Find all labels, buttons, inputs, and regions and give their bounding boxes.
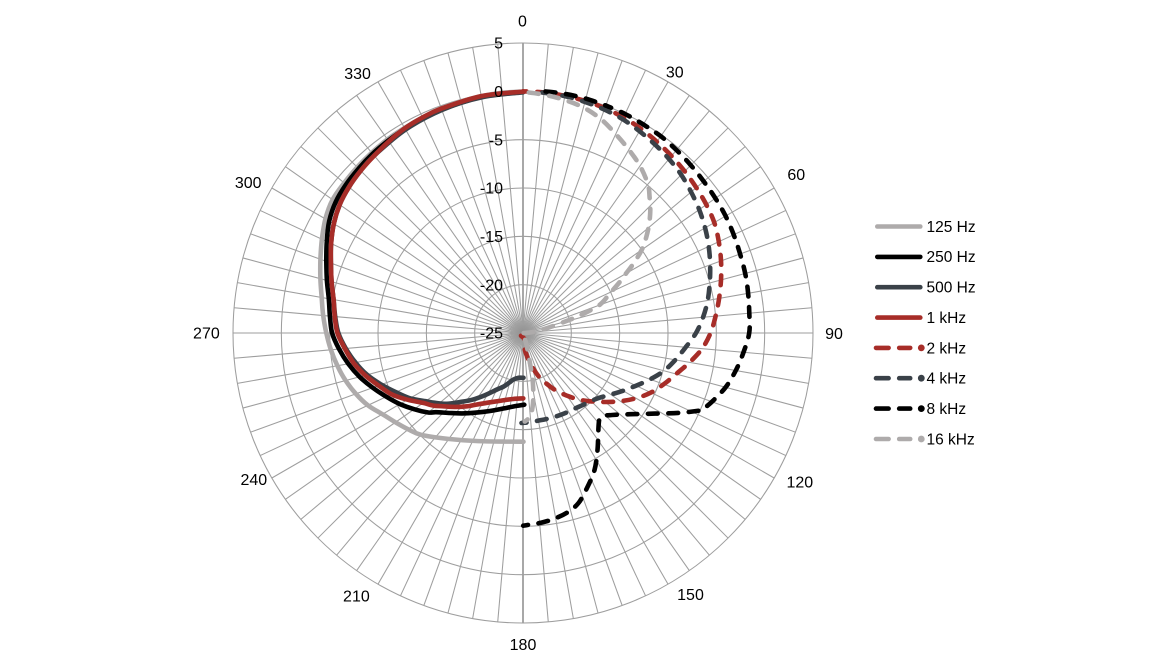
svg-text:-25: -25 xyxy=(480,326,503,343)
svg-text:5: 5 xyxy=(494,36,503,53)
svg-text:300: 300 xyxy=(235,175,262,192)
svg-text:-10: -10 xyxy=(480,181,503,198)
svg-text:210: 210 xyxy=(343,589,370,606)
svg-text:8 kHz: 8 kHz xyxy=(927,401,967,418)
svg-text:500 Hz: 500 Hz xyxy=(927,280,976,297)
svg-text:4 kHz: 4 kHz xyxy=(927,371,967,388)
svg-text:0: 0 xyxy=(518,14,527,31)
svg-text:240: 240 xyxy=(240,472,267,489)
svg-text:150: 150 xyxy=(677,587,704,604)
svg-text:-20: -20 xyxy=(480,277,503,294)
svg-text:125 Hz: 125 Hz xyxy=(927,219,976,236)
svg-text:16 kHz: 16 kHz xyxy=(927,431,975,448)
svg-text:-15: -15 xyxy=(480,229,503,246)
svg-text:330: 330 xyxy=(344,66,371,83)
svg-text:60: 60 xyxy=(787,167,805,184)
svg-text:250 Hz: 250 Hz xyxy=(927,249,976,266)
svg-text:2 kHz: 2 kHz xyxy=(927,340,967,357)
svg-text:1 kHz: 1 kHz xyxy=(927,310,967,327)
svg-text:0: 0 xyxy=(494,84,503,101)
svg-text:30: 30 xyxy=(666,65,684,82)
svg-text:-5: -5 xyxy=(489,132,503,149)
svg-text:270: 270 xyxy=(193,325,220,342)
svg-text:90: 90 xyxy=(825,326,843,343)
svg-text:120: 120 xyxy=(786,475,813,492)
svg-text:180: 180 xyxy=(510,637,537,654)
